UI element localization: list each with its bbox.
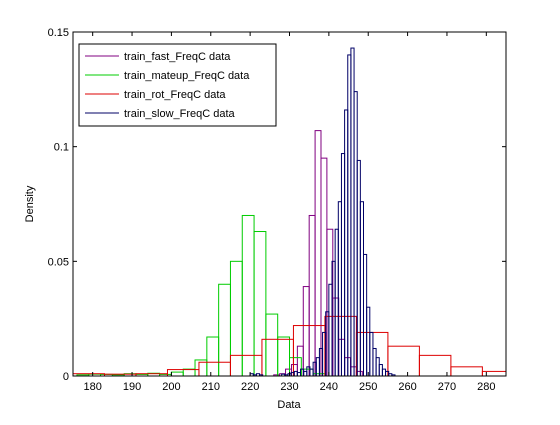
legend-label: train_mateup_FreqC data	[124, 70, 250, 82]
x-tick-label: 180	[84, 381, 102, 393]
x-tick-label: 220	[241, 381, 259, 393]
x-tick-label: 240	[320, 381, 338, 393]
y-axis-label: Density	[24, 185, 36, 222]
x-tick-label: 250	[359, 381, 377, 393]
legend-box	[78, 43, 277, 127]
x-axis-label: Data	[277, 399, 301, 411]
x-tick-label: 280	[477, 381, 495, 393]
y-tick-label: 0.15	[48, 27, 69, 39]
x-tick-label: 230	[280, 381, 298, 393]
x-tick-label: 200	[162, 381, 180, 393]
x-tick-label: 190	[123, 381, 141, 393]
x-tick-label: 270	[438, 381, 456, 393]
legend-label: train_fast_FreqC data	[124, 51, 231, 63]
axis-ticks: 180 190 200 210 220 230 240 250 260 270 280 0 0.05 0.…	[48, 27, 506, 393]
x-tick-label: 260	[398, 381, 416, 393]
x-tick-label: 210	[202, 381, 220, 393]
y-tick-label: 0	[63, 371, 69, 383]
y-tick-label: 0.05	[48, 256, 69, 268]
y-tick-label: 0.1	[54, 142, 69, 154]
legend-label: train_slow_FreqC data	[124, 108, 236, 120]
legend-label: train_rot_FreqC data	[124, 89, 226, 101]
legend: train_fast_FreqC data train_mateup_FreqC …	[78, 43, 277, 127]
